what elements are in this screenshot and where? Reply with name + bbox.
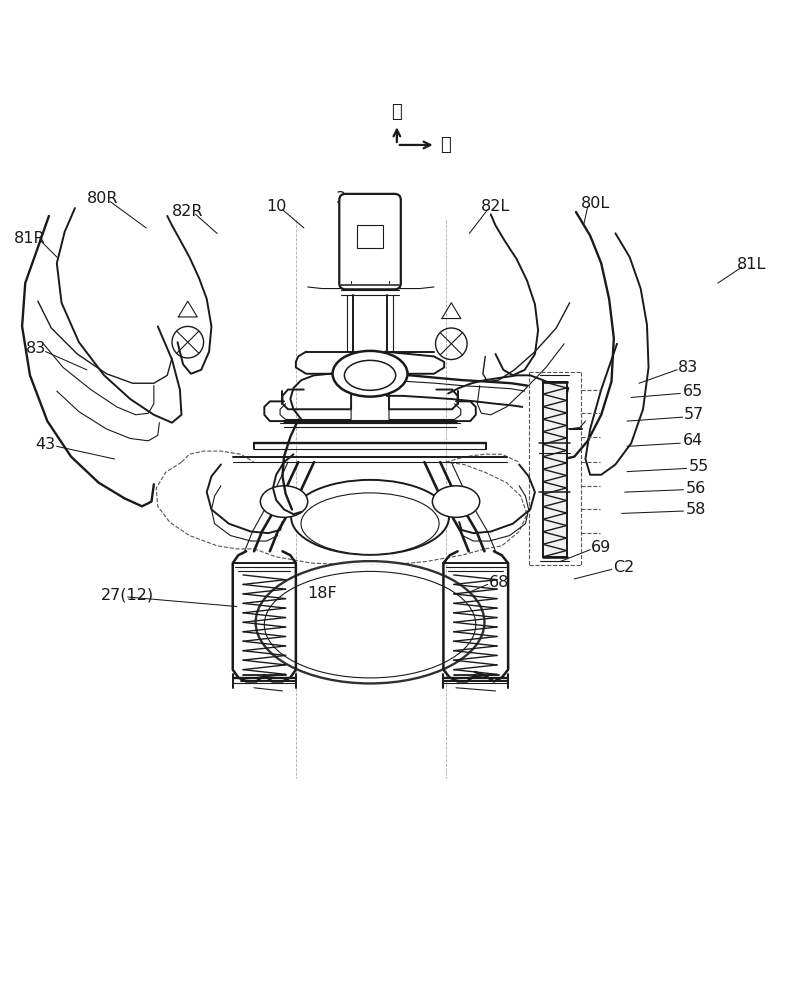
Text: 3: 3 <box>336 191 346 206</box>
Text: 82R: 82R <box>172 204 204 219</box>
Ellipse shape <box>344 360 395 390</box>
Text: 56: 56 <box>686 481 706 496</box>
Text: 68: 68 <box>488 575 509 590</box>
Text: 64: 64 <box>682 433 703 448</box>
FancyBboxPatch shape <box>339 194 401 289</box>
Text: 58: 58 <box>686 502 706 517</box>
Ellipse shape <box>332 351 407 397</box>
Text: 左: 左 <box>440 136 451 154</box>
Bar <box>543 382 567 557</box>
Ellipse shape <box>260 486 308 517</box>
Text: 81R: 81R <box>14 231 46 246</box>
Text: 57: 57 <box>684 407 705 422</box>
Text: 81L: 81L <box>736 257 766 272</box>
Ellipse shape <box>432 486 480 517</box>
Ellipse shape <box>301 493 439 554</box>
Text: 43: 43 <box>36 437 56 452</box>
Text: 10: 10 <box>266 199 286 214</box>
Text: 82L: 82L <box>481 199 510 214</box>
Text: 80L: 80L <box>581 196 611 211</box>
Ellipse shape <box>256 561 484 683</box>
Text: 65: 65 <box>682 384 703 399</box>
Ellipse shape <box>264 571 476 678</box>
Text: 83: 83 <box>25 341 46 356</box>
Text: 上: 上 <box>391 103 402 121</box>
Bar <box>357 225 383 248</box>
Text: 69: 69 <box>591 540 611 555</box>
Text: 55: 55 <box>689 459 709 474</box>
Ellipse shape <box>291 480 449 555</box>
Text: 80R: 80R <box>87 191 118 206</box>
Text: 83: 83 <box>678 360 698 375</box>
Text: 27(12): 27(12) <box>101 587 155 602</box>
Text: 18F: 18F <box>307 586 337 601</box>
Text: C2: C2 <box>613 560 634 575</box>
